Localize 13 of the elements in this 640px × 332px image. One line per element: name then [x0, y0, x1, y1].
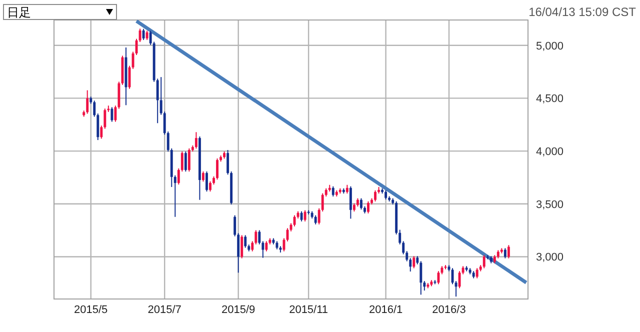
y-tick-label: 3,500 — [536, 198, 564, 211]
y-tick-label: 3,000 — [536, 252, 564, 264]
y-tick-label: 4,000 — [536, 146, 564, 158]
text: 16/04/13 15:09 CST — [528, 5, 637, 19]
x-tick-label: 2015/11 — [289, 304, 328, 316]
y-tick-label: 5,000 — [536, 40, 564, 52]
x-tick-label: 2015/7 — [148, 304, 182, 316]
x-tick-label: 2016/3 — [432, 304, 466, 316]
x-tick-label: 2015/5 — [74, 304, 108, 316]
x-tick-label: 2016/1 — [368, 304, 403, 316]
dropdown: 日足 — [3, 4, 117, 20]
x-tick-label: 2015/9 — [222, 304, 256, 316]
y-tick-label: 4,500 — [536, 93, 564, 106]
